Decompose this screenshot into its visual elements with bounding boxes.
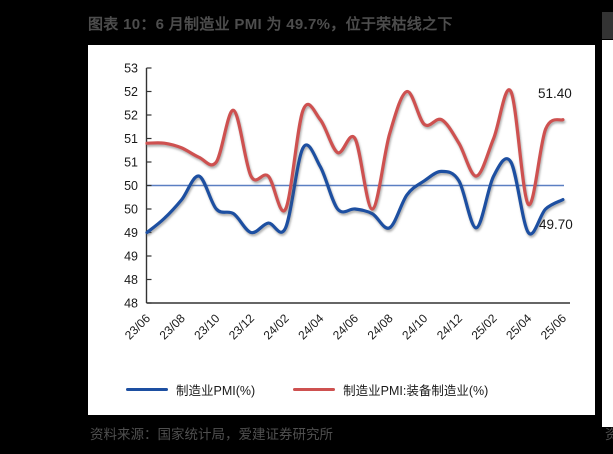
x-tick-label: 25/02 (469, 311, 500, 342)
adjacent-source-fragment: 资 (605, 427, 613, 442)
y-tick-label: 49 (124, 250, 138, 264)
legend-item-equipment-pmi: 制造业PMI:装备制造业(%) (293, 380, 488, 399)
y-tick-label: 51 (124, 156, 138, 170)
line-manufacturing-pmi (145, 143, 565, 236)
annotation-red-end: 51.40 (538, 86, 572, 101)
x-tick-label: 25/06 (538, 311, 569, 342)
x-tick-label: 24/06 (330, 311, 361, 342)
x-tick-label: 23/08 (157, 311, 188, 342)
series-lines (145, 88, 565, 236)
y-tick-label: 51 (124, 132, 138, 146)
y-tick-label: 52 (124, 85, 138, 99)
adjacent-title-fragment (602, 12, 613, 39)
x-tick-label: 24/02 (261, 311, 292, 342)
y-tick-label: 52 (124, 109, 138, 123)
x-tick-label: 24/10 (399, 311, 430, 342)
chart-title: 图表 10：6 月制造业 PMI 为 49.7%，位于荣枯线之下 (88, 16, 453, 33)
source-note: 资料来源：国家统计局，爱建证券研究所 (90, 427, 333, 442)
y-tick-label: 50 (124, 203, 138, 217)
annotation-blue-end: 49.70 (539, 217, 573, 232)
legend-item-manufacturing-pmi: 制造业PMI(%) (126, 380, 255, 399)
y-tick-label: 48 (124, 297, 138, 311)
chart-legend: 制造业PMI(%) 制造业PMI:装备制造业(%) (126, 380, 488, 399)
y-axis-labels: 53 52 52 51 51 50 50 49 49 48 48 (124, 62, 138, 311)
x-tick-label: 25/04 (503, 311, 534, 342)
legend-label: 制造业PMI(%) (176, 384, 256, 398)
y-tick-label: 53 (124, 62, 138, 76)
x-tick-label: 23/12 (226, 311, 257, 342)
pmi-line-chart: 53 52 52 51 51 50 50 49 49 48 48 23/06 23/08 23/10 23… (122, 62, 573, 343)
x-tick-label: 24/08 (365, 311, 396, 342)
y-tick-label: 48 (124, 273, 138, 287)
x-tick-label: 23/10 (191, 311, 222, 342)
x-axis-labels: 23/06 23/08 23/10 23/12 24/02 24/04 24/06 24/08… (122, 311, 569, 342)
legend-line-swatch-red (293, 387, 336, 392)
x-tick-label: 24/04 (295, 311, 326, 342)
line-equipment-pmi (145, 88, 565, 213)
y-tick-label: 49 (124, 226, 138, 240)
y-tick-label: 50 (124, 179, 138, 193)
x-tick-label: 23/06 (122, 311, 153, 342)
legend-line-swatch-blue (126, 387, 168, 392)
chart-panel: 53 52 52 51 51 50 50 49 49 48 48 23/06 23/08 23/10 23… (88, 45, 595, 415)
x-tick-label: 24/12 (434, 311, 465, 342)
adjacent-column-edge (602, 40, 613, 427)
axes (145, 67, 570, 304)
legend-label: 制造业PMI:装备制造业(%) (343, 384, 489, 398)
